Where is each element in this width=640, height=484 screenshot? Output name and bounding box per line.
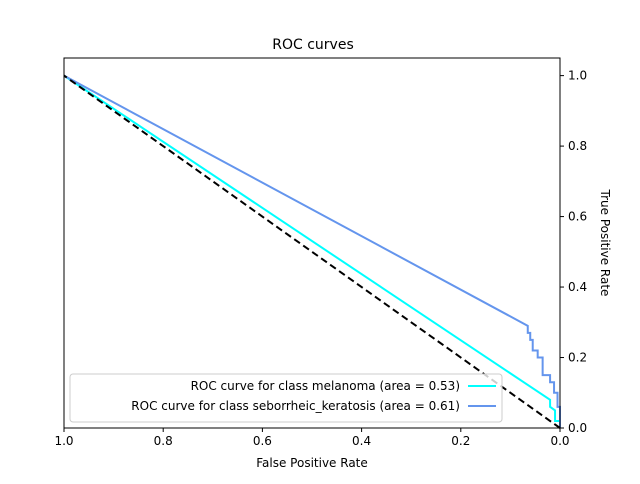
x-tick-label: 0.6 <box>253 434 272 448</box>
x-axis-ticks: 1.0 0.8 0.6 0.4 0.2 0.0 <box>54 428 570 448</box>
x-tick-label: 1.0 <box>54 434 73 448</box>
y-tick-label: 0.0 <box>568 421 587 435</box>
legend: ROC curve for class melanoma (area = 0.5… <box>69 373 503 423</box>
y-tick-label: 0.6 <box>568 210 587 224</box>
chart-title: ROC curves <box>272 37 354 53</box>
y-tick-label: 1.0 <box>568 69 587 83</box>
x-tick-label: 0.0 <box>550 434 569 448</box>
legend-entry-label: ROC curve for class melanoma (area = 0.5… <box>191 379 460 393</box>
y-tick-label: 0.8 <box>568 139 587 153</box>
x-tick-label: 0.2 <box>451 434 470 448</box>
x-tick-label: 0.8 <box>154 434 173 448</box>
chance-diagonal-line <box>63 74 561 429</box>
x-tick-label: 0.4 <box>352 434 371 448</box>
y-axis-ticks: 0.0 0.2 0.4 0.6 0.8 1.0 <box>560 69 587 435</box>
plot-frame <box>63 57 561 429</box>
roc-series-line-1 <box>63 74 561 428</box>
legend-box <box>69 373 503 423</box>
y-axis-label: True Positive Rate <box>598 189 612 297</box>
legend-entry-label: ROC curve for class seborrheic_keratosis… <box>131 399 460 413</box>
x-axis-label: False Positive Rate <box>256 456 368 470</box>
y-tick-label: 0.4 <box>568 280 587 294</box>
y-tick-label: 0.2 <box>568 351 587 365</box>
